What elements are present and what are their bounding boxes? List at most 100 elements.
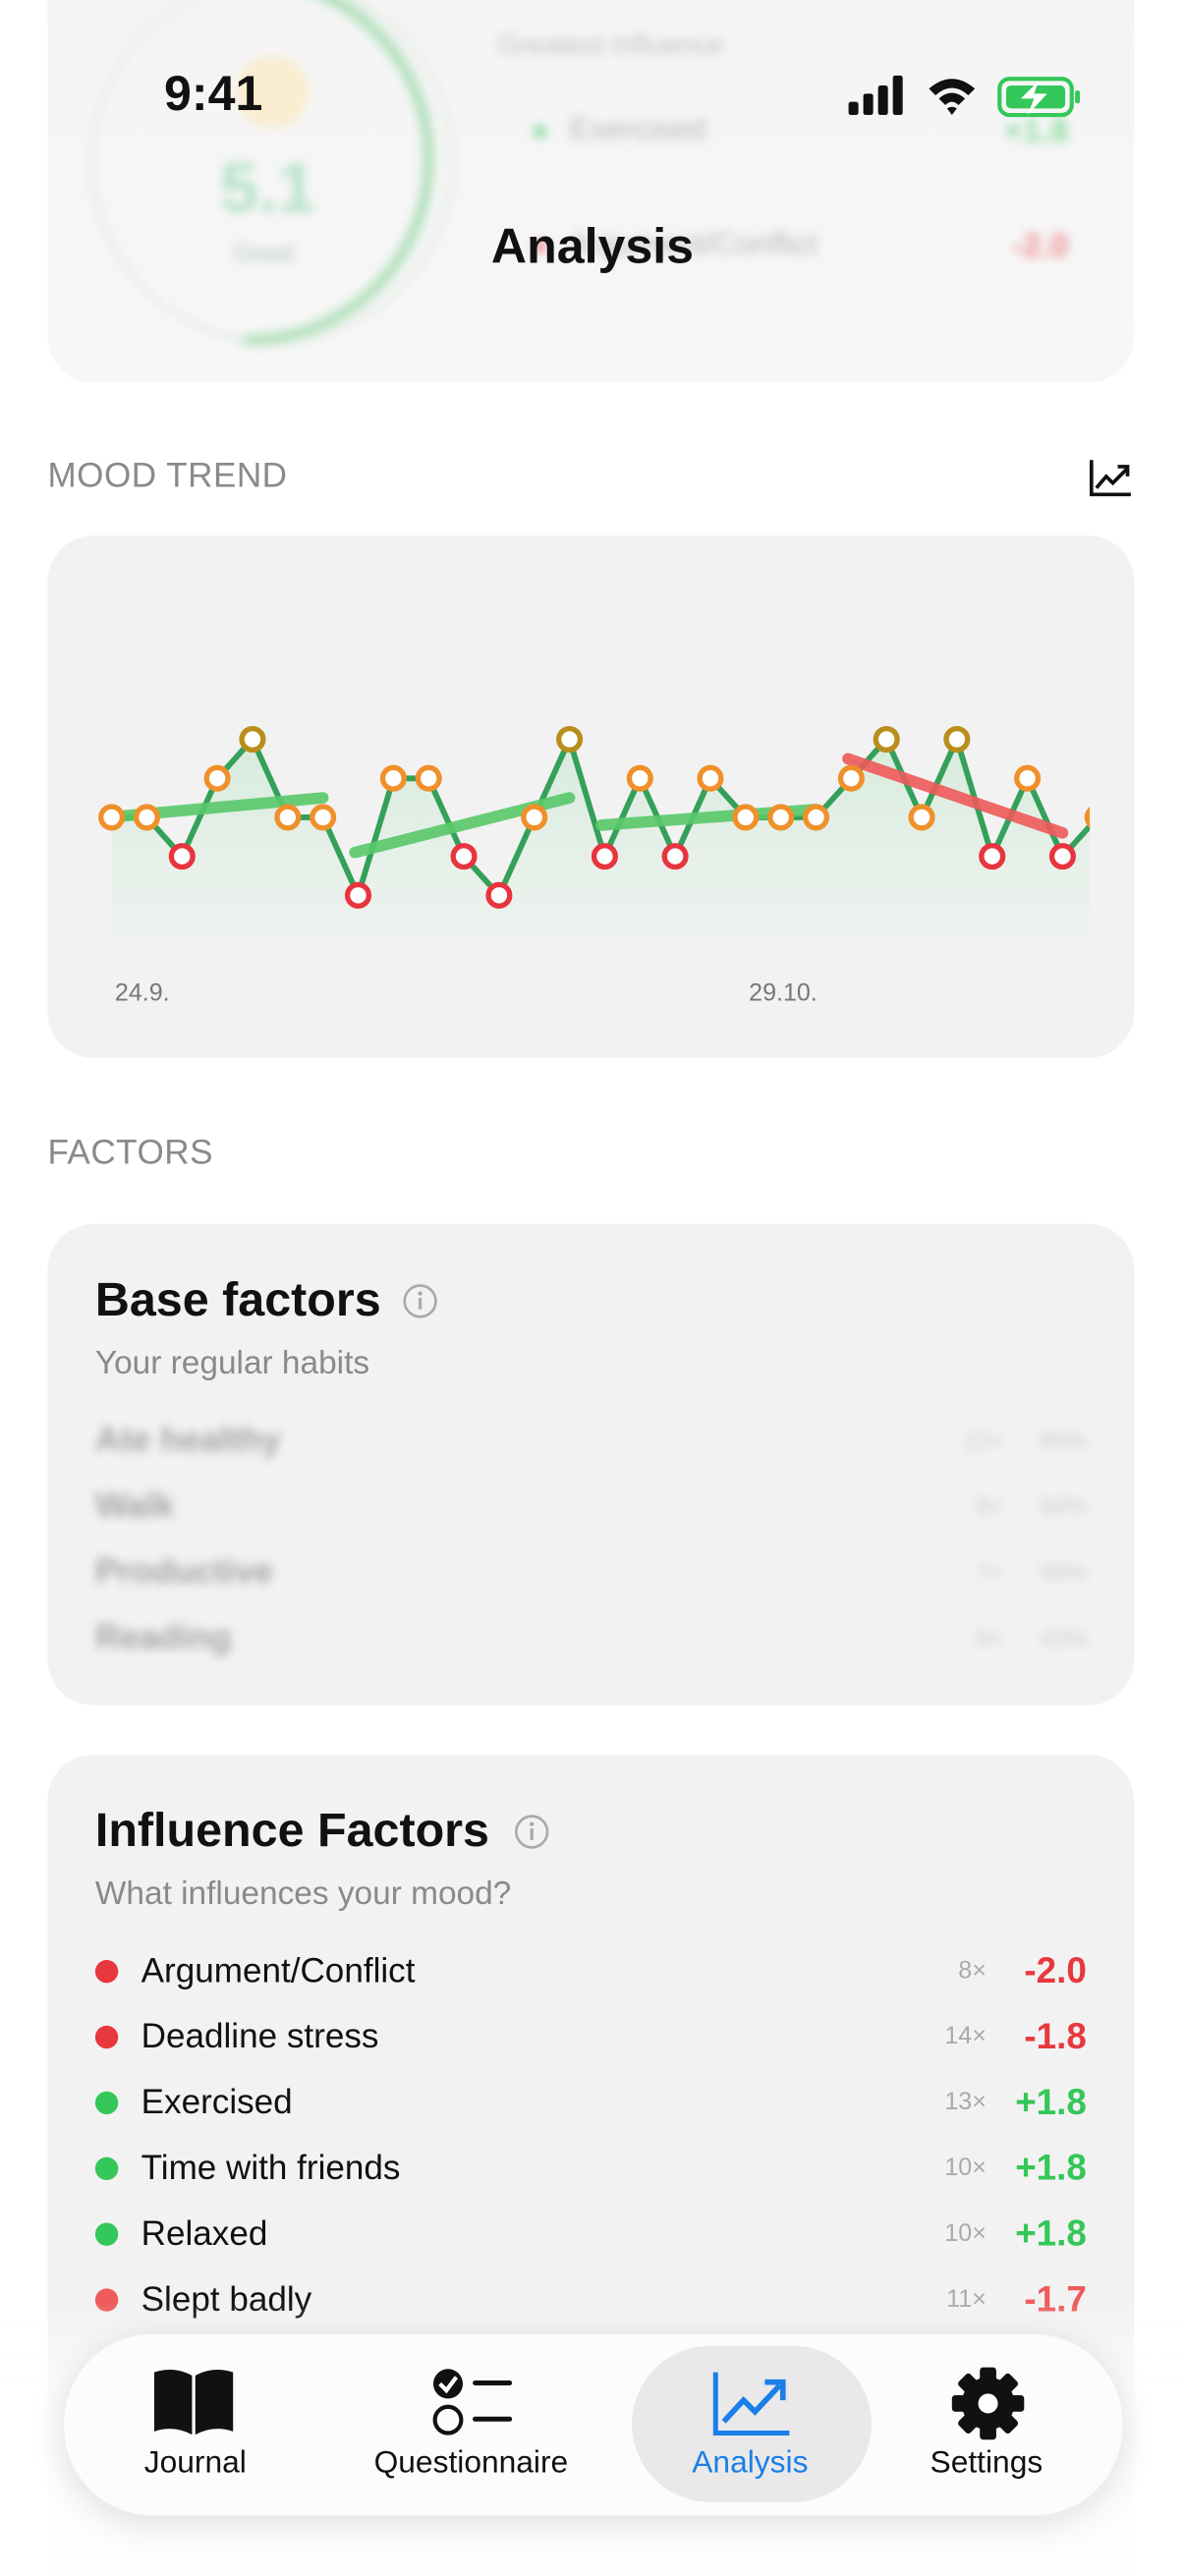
mood-ring <box>86 0 458 347</box>
summary-blur: 5.1 Good Greatest influence Exercised +1.… <box>47 0 1134 383</box>
card-subtitle: Your regular habits <box>94 1345 370 1382</box>
chart-toggle[interactable] <box>1088 457 1134 499</box>
mood-chart: 24.9. 29.10. <box>98 725 1091 1006</box>
icon-trend <box>1095 465 1130 489</box>
signal-bar <box>877 84 888 116</box>
mood-point <box>133 804 160 831</box>
influence-title: Greatest influence <box>497 28 724 61</box>
factor-dot <box>94 2025 119 2049</box>
info-icon[interactable] <box>514 1814 550 1850</box>
mood-point <box>556 725 584 754</box>
mood-point <box>239 725 266 754</box>
mood-point <box>98 804 126 831</box>
mood-point <box>274 804 302 831</box>
mood-point <box>661 843 689 870</box>
signal-bar <box>892 75 903 116</box>
section-title: MOOD TREND <box>47 457 288 496</box>
mood-point <box>908 804 935 831</box>
top-factor-name: Argument/Conflict <box>569 227 818 262</box>
active-tab-bg <box>632 2345 872 2502</box>
factor-value: +1.8 <box>1015 2081 1087 2123</box>
factor-count: 12× <box>963 1427 1003 1454</box>
mood-point <box>802 804 830 831</box>
status-icons <box>848 75 1081 118</box>
x-tick-label: 24.9. <box>115 979 170 1006</box>
plot-area <box>98 725 1091 937</box>
score-label: Good <box>233 240 294 268</box>
mood-point <box>168 843 196 870</box>
journal-icon[interactable] <box>151 2366 237 2438</box>
mood-point <box>591 843 618 870</box>
factor-name: Deadline stress <box>141 2018 379 2056</box>
factor-share: 64% <box>1040 1492 1087 1520</box>
sun-glow <box>236 55 310 129</box>
mood-point <box>450 843 478 870</box>
tab-label[interactable]: Questionnaire <box>373 2445 569 2482</box>
mood-point <box>379 764 407 792</box>
mood-point <box>626 764 653 792</box>
chart-card: 24.9. 29.10. <box>47 535 1135 1058</box>
top-factor-value: -2.0 <box>1011 228 1069 265</box>
score: 5.1 <box>219 148 316 227</box>
factor-dot <box>94 1959 119 1984</box>
factor-count: 10× <box>944 2219 987 2248</box>
factor-name: Relaxed <box>141 2214 268 2254</box>
mood-point <box>697 764 724 792</box>
factor-name: Walk <box>94 1487 175 1526</box>
mood-point <box>732 804 760 831</box>
factor-count: 13× <box>944 2088 987 2116</box>
factor-count: 9× <box>976 1492 1003 1520</box>
mood-point <box>1014 764 1042 792</box>
factor-count: 7× <box>976 1558 1003 1585</box>
questionnaire-icon[interactable] <box>430 2366 516 2438</box>
signal-bar <box>848 101 859 116</box>
factor-name: Productive <box>94 1552 274 1592</box>
factor-share: 43% <box>1040 1624 1087 1651</box>
info-icon[interactable] <box>402 1283 438 1319</box>
top-factor-value: +1.8 <box>1003 113 1069 150</box>
status-time: 9:41 <box>164 67 263 122</box>
mood-point <box>344 881 372 909</box>
mood-point <box>310 804 337 831</box>
factor-value: +1.8 <box>1015 2147 1087 2189</box>
settings-icon[interactable] <box>950 2366 1026 2441</box>
charging-bolt <box>1020 80 1047 116</box>
factor-share: 50% <box>1040 1558 1087 1585</box>
base-factors-card: Base factors Your regular habits Ate hea… <box>47 1223 1135 1706</box>
tab-label[interactable]: Settings <box>930 2445 1044 2482</box>
trend-segment <box>842 753 1069 839</box>
factor-count: 6× <box>976 1624 1003 1651</box>
factor-dot <box>94 2222 119 2246</box>
mood-point <box>979 843 1006 870</box>
mood-point <box>485 881 513 909</box>
mood-point <box>415 764 442 792</box>
card-title: Influence Factors <box>94 1805 489 1858</box>
mood-point <box>873 725 900 754</box>
tab-bar <box>62 2332 1125 2517</box>
card-subtitle: What influences your mood? <box>94 1876 512 1913</box>
mood-point <box>1048 843 1076 870</box>
tab-label[interactable]: Journal <box>143 2445 247 2482</box>
wifi <box>929 79 976 116</box>
factor-count: 8× <box>958 1956 987 1986</box>
mood-point <box>767 804 795 831</box>
top-factor-name: Exercised <box>569 112 706 147</box>
x-tick-label: 29.10. <box>749 979 818 1006</box>
mood-point <box>837 764 865 792</box>
factor-name: Time with friends <box>141 2149 401 2188</box>
summary-card: 5.1 Good Greatest influence Exercised +1.… <box>47 0 1135 383</box>
factor-name: Reading <box>94 1618 232 1657</box>
factor-dot <box>94 2091 119 2115</box>
analysis-icon[interactable] <box>710 2369 793 2437</box>
tab-label[interactable]: Analysis <box>692 2445 809 2482</box>
factor-value: +1.8 <box>1015 2212 1087 2254</box>
base-rows: Ate healthy 12× 85% Walk 9× 64% Productive 7× 50… <box>47 1224 1134 1706</box>
mood-point <box>203 764 231 792</box>
factor-dot <box>94 2156 119 2180</box>
mood-point <box>521 804 548 831</box>
factor-count: 10× <box>944 2154 987 2182</box>
card-title: Base factors <box>94 1273 381 1327</box>
mood-point <box>943 725 971 754</box>
